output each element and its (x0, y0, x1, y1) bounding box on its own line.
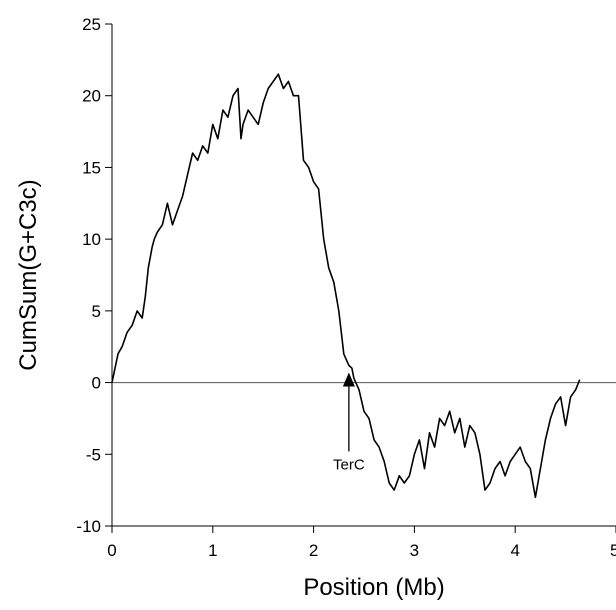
y-tick-label: 25 (82, 15, 101, 34)
y-axis-title: CumSum(G+C3c) (15, 179, 42, 370)
y-tick-label: 10 (82, 230, 101, 249)
y-tick-label: -5 (86, 445, 101, 464)
x-axis: 0 1 2 3 4 5 (107, 525, 616, 560)
x-tick-label: 0 (107, 541, 116, 560)
plot-area (112, 24, 616, 526)
annotation-arrow-head (342, 372, 355, 387)
x-tick-label: 1 (208, 541, 217, 560)
y-tick-label: -10 (76, 517, 101, 536)
series-layer (111, 73, 581, 499)
y-tick-label: 15 (82, 158, 101, 177)
series-line (111, 73, 581, 499)
y-axis: -10 -5 0 5 10 15 20 25 (76, 15, 113, 536)
x-tick-label: 4 (510, 541, 519, 560)
x-axis-title: Position (Mb) (303, 574, 444, 601)
annotation-layer: TerC (333, 372, 365, 473)
x-tick-label: 5 (610, 541, 616, 560)
x-tick-label: 2 (309, 541, 318, 560)
x-tick-label: 3 (410, 541, 419, 560)
annotation-label: TerC (333, 456, 365, 473)
y-tick-label: 0 (92, 374, 101, 393)
y-tick-label: 20 (82, 87, 101, 106)
y-tick-label: 5 (92, 302, 101, 321)
